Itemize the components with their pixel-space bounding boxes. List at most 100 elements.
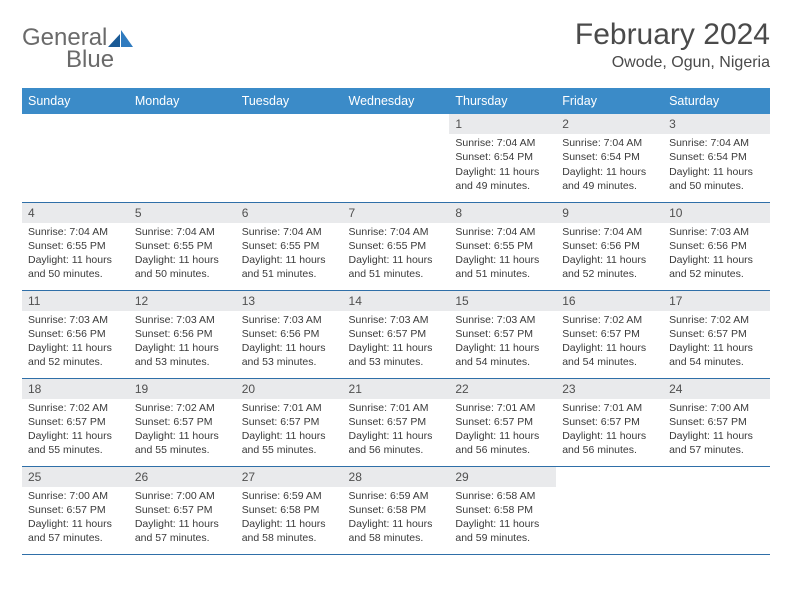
sunrise-line: Sunrise: 7:01 AM bbox=[242, 401, 337, 415]
daylight-line: Daylight: 11 hours and 49 minutes. bbox=[455, 165, 550, 193]
day-content bbox=[236, 134, 343, 140]
day-content: Sunrise: 7:02 AMSunset: 6:57 PMDaylight:… bbox=[556, 311, 663, 374]
day-number: 17 bbox=[663, 291, 770, 311]
weekday-header: Monday bbox=[129, 88, 236, 114]
day-content: Sunrise: 7:04 AMSunset: 6:55 PMDaylight:… bbox=[449, 223, 556, 286]
weekday-header: Wednesday bbox=[343, 88, 450, 114]
sunrise-line: Sunrise: 6:58 AM bbox=[455, 489, 550, 503]
daylight-line: Daylight: 11 hours and 53 minutes. bbox=[135, 341, 230, 369]
logo: GeneralBlue bbox=[22, 18, 134, 74]
sunset-line: Sunset: 6:57 PM bbox=[562, 327, 657, 341]
day-number: 13 bbox=[236, 291, 343, 311]
daylight-line: Daylight: 11 hours and 55 minutes. bbox=[28, 429, 123, 457]
sunrise-line: Sunrise: 7:04 AM bbox=[562, 225, 657, 239]
day-number bbox=[129, 114, 236, 134]
sunset-line: Sunset: 6:57 PM bbox=[349, 327, 444, 341]
day-number: 1 bbox=[449, 114, 556, 134]
daylight-line: Daylight: 11 hours and 55 minutes. bbox=[135, 429, 230, 457]
sunset-line: Sunset: 6:57 PM bbox=[669, 327, 764, 341]
day-number: 15 bbox=[449, 291, 556, 311]
daylight-line: Daylight: 11 hours and 49 minutes. bbox=[562, 165, 657, 193]
day-number: 4 bbox=[22, 203, 129, 223]
sunset-line: Sunset: 6:55 PM bbox=[349, 239, 444, 253]
calendar-day-cell: 27Sunrise: 6:59 AMSunset: 6:58 PMDayligh… bbox=[236, 466, 343, 554]
sunrise-line: Sunrise: 7:04 AM bbox=[669, 136, 764, 150]
sunset-line: Sunset: 6:57 PM bbox=[669, 415, 764, 429]
calendar-week-row: 1Sunrise: 7:04 AMSunset: 6:54 PMDaylight… bbox=[22, 114, 770, 202]
day-number: 9 bbox=[556, 203, 663, 223]
day-content: Sunrise: 7:01 AMSunset: 6:57 PMDaylight:… bbox=[449, 399, 556, 462]
sunset-line: Sunset: 6:56 PM bbox=[242, 327, 337, 341]
day-number: 24 bbox=[663, 379, 770, 399]
calendar-day-cell: 4Sunrise: 7:04 AMSunset: 6:55 PMDaylight… bbox=[22, 202, 129, 290]
daylight-line: Daylight: 11 hours and 58 minutes. bbox=[242, 517, 337, 545]
calendar-week-row: 18Sunrise: 7:02 AMSunset: 6:57 PMDayligh… bbox=[22, 378, 770, 466]
day-content: Sunrise: 7:04 AMSunset: 6:55 PMDaylight:… bbox=[22, 223, 129, 286]
calendar-day-cell: 23Sunrise: 7:01 AMSunset: 6:57 PMDayligh… bbox=[556, 378, 663, 466]
day-number: 21 bbox=[343, 379, 450, 399]
day-content: Sunrise: 7:04 AMSunset: 6:54 PMDaylight:… bbox=[556, 134, 663, 197]
calendar-head: SundayMondayTuesdayWednesdayThursdayFrid… bbox=[22, 88, 770, 114]
day-content: Sunrise: 7:02 AMSunset: 6:57 PMDaylight:… bbox=[22, 399, 129, 462]
calendar-week-row: 4Sunrise: 7:04 AMSunset: 6:55 PMDaylight… bbox=[22, 202, 770, 290]
sunrise-line: Sunrise: 7:03 AM bbox=[135, 313, 230, 327]
sunset-line: Sunset: 6:54 PM bbox=[669, 150, 764, 164]
sunrise-line: Sunrise: 7:01 AM bbox=[562, 401, 657, 415]
day-number: 8 bbox=[449, 203, 556, 223]
daylight-line: Daylight: 11 hours and 57 minutes. bbox=[135, 517, 230, 545]
sunrise-line: Sunrise: 7:02 AM bbox=[135, 401, 230, 415]
calendar-day-cell bbox=[129, 114, 236, 202]
day-number: 29 bbox=[449, 467, 556, 487]
calendar-day-cell: 15Sunrise: 7:03 AMSunset: 6:57 PMDayligh… bbox=[449, 290, 556, 378]
calendar-day-cell: 13Sunrise: 7:03 AMSunset: 6:56 PMDayligh… bbox=[236, 290, 343, 378]
day-number: 14 bbox=[343, 291, 450, 311]
sunset-line: Sunset: 6:57 PM bbox=[349, 415, 444, 429]
sunrise-line: Sunrise: 7:02 AM bbox=[669, 313, 764, 327]
calendar-day-cell: 21Sunrise: 7:01 AMSunset: 6:57 PMDayligh… bbox=[343, 378, 450, 466]
sunset-line: Sunset: 6:58 PM bbox=[242, 503, 337, 517]
day-content: Sunrise: 7:00 AMSunset: 6:57 PMDaylight:… bbox=[22, 487, 129, 550]
day-content: Sunrise: 7:03 AMSunset: 6:57 PMDaylight:… bbox=[449, 311, 556, 374]
sunrise-line: Sunrise: 7:01 AM bbox=[349, 401, 444, 415]
calendar-day-cell: 22Sunrise: 7:01 AMSunset: 6:57 PMDayligh… bbox=[449, 378, 556, 466]
day-number: 6 bbox=[236, 203, 343, 223]
title-block: February 2024 Owode, Ogun, Nigeria bbox=[575, 18, 770, 72]
day-content: Sunrise: 6:59 AMSunset: 6:58 PMDaylight:… bbox=[343, 487, 450, 550]
sunset-line: Sunset: 6:56 PM bbox=[28, 327, 123, 341]
daylight-line: Daylight: 11 hours and 50 minutes. bbox=[28, 253, 123, 281]
day-number: 22 bbox=[449, 379, 556, 399]
calendar-day-cell: 6Sunrise: 7:04 AMSunset: 6:55 PMDaylight… bbox=[236, 202, 343, 290]
day-number: 19 bbox=[129, 379, 236, 399]
daylight-line: Daylight: 11 hours and 56 minutes. bbox=[562, 429, 657, 457]
day-content: Sunrise: 7:02 AMSunset: 6:57 PMDaylight:… bbox=[129, 399, 236, 462]
calendar-day-cell: 16Sunrise: 7:02 AMSunset: 6:57 PMDayligh… bbox=[556, 290, 663, 378]
sunrise-line: Sunrise: 7:04 AM bbox=[455, 225, 550, 239]
sunset-line: Sunset: 6:55 PM bbox=[242, 239, 337, 253]
calendar-week-row: 11Sunrise: 7:03 AMSunset: 6:56 PMDayligh… bbox=[22, 290, 770, 378]
day-number: 28 bbox=[343, 467, 450, 487]
day-content: Sunrise: 7:01 AMSunset: 6:57 PMDaylight:… bbox=[236, 399, 343, 462]
day-content: Sunrise: 7:04 AMSunset: 6:55 PMDaylight:… bbox=[236, 223, 343, 286]
sunset-line: Sunset: 6:57 PM bbox=[135, 415, 230, 429]
sunset-line: Sunset: 6:56 PM bbox=[562, 239, 657, 253]
day-number: 20 bbox=[236, 379, 343, 399]
sunset-line: Sunset: 6:57 PM bbox=[242, 415, 337, 429]
day-number: 18 bbox=[22, 379, 129, 399]
calendar-day-cell: 28Sunrise: 6:59 AMSunset: 6:58 PMDayligh… bbox=[343, 466, 450, 554]
daylight-line: Daylight: 11 hours and 54 minutes. bbox=[562, 341, 657, 369]
sunrise-line: Sunrise: 7:04 AM bbox=[349, 225, 444, 239]
calendar-day-cell bbox=[343, 114, 450, 202]
day-number: 10 bbox=[663, 203, 770, 223]
day-content: Sunrise: 7:03 AMSunset: 6:56 PMDaylight:… bbox=[236, 311, 343, 374]
weekday-header: Tuesday bbox=[236, 88, 343, 114]
day-content: Sunrise: 7:02 AMSunset: 6:57 PMDaylight:… bbox=[663, 311, 770, 374]
daylight-line: Daylight: 11 hours and 58 minutes. bbox=[349, 517, 444, 545]
calendar-day-cell bbox=[556, 466, 663, 554]
calendar-day-cell: 7Sunrise: 7:04 AMSunset: 6:55 PMDaylight… bbox=[343, 202, 450, 290]
sunset-line: Sunset: 6:57 PM bbox=[28, 415, 123, 429]
sunrise-line: Sunrise: 7:03 AM bbox=[242, 313, 337, 327]
calendar-day-cell: 9Sunrise: 7:04 AMSunset: 6:56 PMDaylight… bbox=[556, 202, 663, 290]
calendar-day-cell: 10Sunrise: 7:03 AMSunset: 6:56 PMDayligh… bbox=[663, 202, 770, 290]
day-content bbox=[663, 487, 770, 493]
logo-word2: Blue bbox=[66, 46, 134, 74]
